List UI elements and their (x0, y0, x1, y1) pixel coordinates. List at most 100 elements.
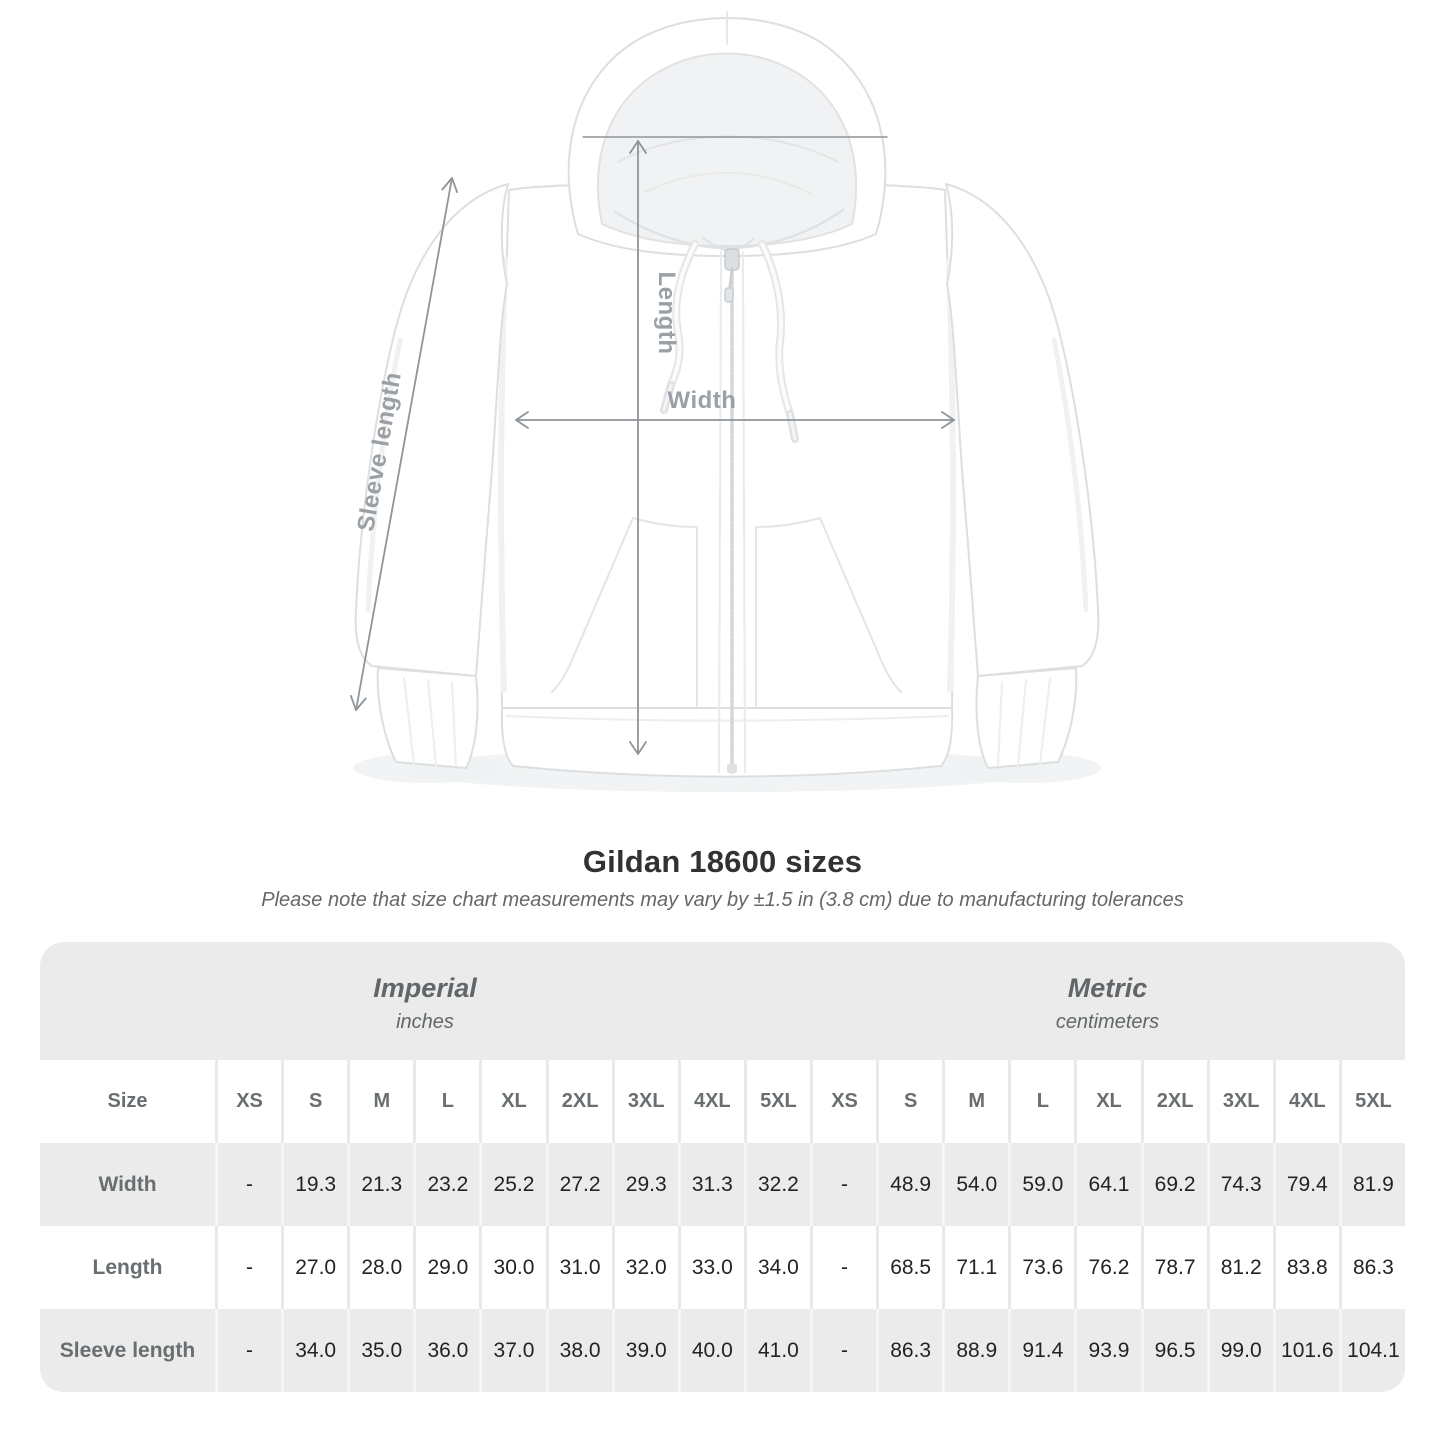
width-label: Width (668, 387, 737, 414)
table-cell: 25.2 (479, 1143, 545, 1226)
table-cell: 31.3 (677, 1143, 744, 1226)
table-cell: 31.0 (545, 1226, 612, 1309)
imperial-header: Imperial inches (40, 942, 810, 1060)
size-header-cell: 2XL (545, 1060, 612, 1143)
table-cell: 33.0 (677, 1226, 744, 1309)
table-cell: 78.7 (1140, 1226, 1207, 1309)
size-header-cell: XS (215, 1060, 281, 1143)
table-cell: 29.0 (413, 1226, 479, 1309)
page-title: Gildan 18600 sizes (582, 844, 863, 879)
size-header-cell: L (1008, 1060, 1074, 1143)
size-header-cell: 5XL (743, 1060, 810, 1143)
table-cell: - (809, 1143, 876, 1226)
size-header-cell: S (281, 1060, 347, 1143)
table-cell: 76.2 (1074, 1226, 1140, 1309)
table-cell: 38.0 (545, 1309, 612, 1392)
table-cell: 88.9 (942, 1309, 1008, 1392)
hood-lining (596, 52, 858, 247)
metric-label: Metric (1067, 972, 1148, 1003)
zipper-slider (724, 248, 740, 271)
table-cell: 37.0 (479, 1309, 545, 1392)
table-cell: 48.9 (876, 1143, 942, 1226)
drawstrings (660, 240, 799, 443)
width-arrow (515, 411, 955, 429)
size-header-cell: M (347, 1060, 413, 1143)
size-header-cell: 5XL (1338, 1060, 1405, 1143)
row-label-sleeve-length: Sleeve length (59, 1338, 196, 1362)
table-cell: 59.0 (1008, 1143, 1074, 1226)
size-guide-page: Length Width Sleeve length Gildan 18600 … (0, 11, 1445, 1392)
hoodie-right-sleeve (945, 183, 1100, 677)
table-cell: 39.0 (611, 1309, 678, 1392)
measurement-annotations (349, 136, 955, 755)
hoodie-waistband (500, 707, 954, 778)
table-cell: 96.5 (1140, 1309, 1207, 1392)
table-cell: - (215, 1226, 281, 1309)
table-cell: 101.6 (1272, 1309, 1339, 1392)
size-header-cell: M (942, 1060, 1008, 1143)
table-cell: - (215, 1309, 281, 1392)
table-cell: 36.0 (413, 1309, 479, 1392)
table-cell: 32.2 (743, 1143, 810, 1226)
table-cell: 27.0 (281, 1226, 347, 1309)
table-cell: 99.0 (1206, 1309, 1273, 1392)
size-header-cell: 2XL (1140, 1060, 1207, 1143)
length-arrow (629, 140, 647, 755)
table-cell: 81.9 (1338, 1143, 1405, 1226)
table-cell: - (809, 1226, 876, 1309)
table-cell: 34.0 (743, 1226, 810, 1309)
table-cell: 73.6 (1008, 1226, 1074, 1309)
size-header-row: Size XS S M L XL 2XL 3XL 4XL 5XL XS S M … (40, 1060, 1405, 1143)
sleeve-length-row: Sleeve length - 34.0 35.0 36.0 37.0 38.0… (40, 1309, 1405, 1392)
table-cell: - (809, 1309, 876, 1392)
row-label-length: Length (92, 1255, 163, 1279)
table-cell: 54.0 (942, 1143, 1008, 1226)
zipper (718, 248, 746, 774)
imperial-unit: inches (396, 1010, 454, 1033)
tolerance-note: Please note that size chart measurements… (261, 889, 1184, 911)
title-block: Gildan 18600 sizes Please note that size… (0, 844, 1445, 912)
row-label-width: Width (98, 1172, 157, 1196)
table-cell: 71.1 (942, 1226, 1008, 1309)
imperial-label: Imperial (373, 972, 477, 1003)
table-cell: 32.0 (611, 1226, 678, 1309)
table-cell: 93.9 (1074, 1309, 1140, 1392)
table-cell: 28.0 (347, 1226, 413, 1309)
units-header-band: Imperial inches Metric centimeters (40, 942, 1405, 1060)
table-cell: 27.2 (545, 1143, 612, 1226)
table-cell: 86.3 (876, 1309, 942, 1392)
length-row: Length - 27.0 28.0 29.0 30.0 31.0 32.0 3… (40, 1226, 1405, 1309)
size-chart-table: Size XS S M L XL 2XL 3XL 4XL 5XL XS S M … (40, 1060, 1405, 1392)
table-cell: 86.3 (1338, 1226, 1405, 1309)
table-cell: 81.2 (1206, 1226, 1273, 1309)
table-cell: 21.3 (347, 1143, 413, 1226)
size-header-cell: XL (479, 1060, 545, 1143)
size-header-cell: XL (1074, 1060, 1140, 1143)
hoodie-measurement-diagram: Length Width Sleeve length (349, 11, 1101, 792)
size-column-header: Size (107, 1090, 148, 1112)
table-cell: 35.0 (347, 1309, 413, 1392)
table-cell: - (215, 1143, 281, 1226)
size-header-cell: S (876, 1060, 942, 1143)
size-table: Imperial inches Metric centimeters Size … (40, 942, 1405, 1392)
hoodie-diagram-svg: Length Width Sleeve length (349, 11, 1101, 792)
table-cell: 29.3 (611, 1143, 678, 1226)
table-cell: 79.4 (1272, 1143, 1339, 1226)
sleeve-length-arrow (349, 177, 459, 711)
size-header-cell: L (413, 1060, 479, 1143)
length-label: Length (653, 272, 680, 355)
table-cell: 64.1 (1074, 1143, 1140, 1226)
size-header-cell: 3XL (1206, 1060, 1273, 1143)
size-header-cell: XS (809, 1060, 876, 1143)
table-cell: 74.3 (1206, 1143, 1273, 1226)
table-cell: 23.2 (413, 1143, 479, 1226)
table-cell: 91.4 (1008, 1309, 1074, 1392)
table-cell: 68.5 (876, 1226, 942, 1309)
table-cell: 19.3 (281, 1143, 347, 1226)
table-cell: 40.0 (677, 1309, 744, 1392)
metric-unit: centimeters (1055, 1010, 1160, 1033)
hoodie-illustration (354, 11, 1100, 778)
size-header-cell: 3XL (611, 1060, 678, 1143)
zipper-pull (724, 287, 734, 303)
size-header-cell: 4XL (1272, 1060, 1339, 1143)
